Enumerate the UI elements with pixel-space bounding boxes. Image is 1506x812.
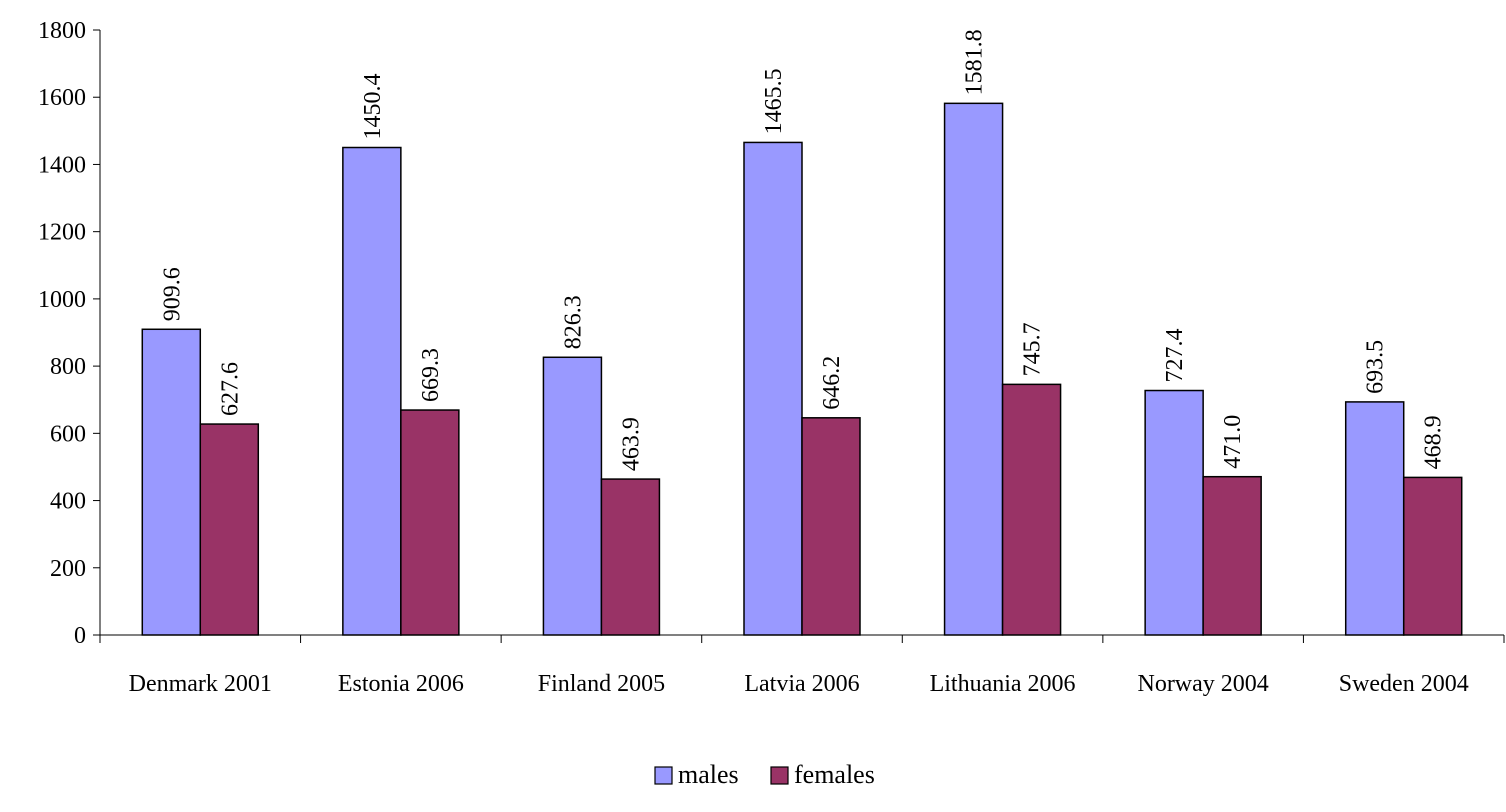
bar-females [1001,383,1062,636]
data-label-males: 1581.8 [962,29,988,95]
y-tick-label: 1200 [38,220,86,246]
x-tick-label: Estonia 2006 [338,671,464,697]
bar-males [943,102,1004,636]
bar-females [199,423,260,636]
axes: 0 200 400 600 800 1000 1200 1400 1600 1800 Denmark… [38,18,1505,697]
data-label-males: 1465.5 [761,68,787,134]
bars [141,102,1463,636]
bar-males [141,328,202,636]
legend-swatch-females [770,766,789,785]
y-tick-label: 1600 [38,85,86,111]
bar-males [1144,389,1204,636]
data-labels: 909.6 627.6 1450.4 669.3 826.3 463.9 1465.5 646… [159,29,1446,471]
legend-label-females: females [794,760,875,789]
y-tick-label: 1800 [38,18,86,44]
x-tick-label: Norway 2004 [1137,671,1268,697]
data-label-males: 1450.4 [360,74,386,140]
y-tick-label: 1000 [38,287,86,313]
data-label-females: 669.3 [418,348,444,402]
bar-females [1402,476,1463,636]
legend-swatch-males [654,766,673,785]
bar-females [600,478,661,636]
bar-males [342,146,402,636]
data-label-females: 745.7 [1020,322,1046,376]
y-tick-label: 200 [50,556,86,582]
y-tick-label: 1400 [38,152,86,178]
data-label-males: 826.3 [560,295,586,349]
bar-males [542,356,603,636]
x-tick-label: Denmark 2001 [129,671,272,697]
data-label-females: 646.2 [819,356,845,410]
y-tick-label: 0 [74,623,86,649]
data-label-males: 727.4 [1162,329,1188,383]
bar-males [743,141,803,636]
legend-label-males: males [678,760,739,789]
y-tick-label: 600 [50,421,86,447]
x-tick-label: Sweden 2004 [1339,671,1469,697]
data-label-males: 693.5 [1363,340,1389,394]
y-tick-label: 400 [50,489,86,515]
data-label-females: 471.0 [1220,415,1246,469]
bar-females [1202,475,1262,636]
x-tick-label: Latvia 2006 [744,671,859,697]
data-label-females: 463.9 [618,417,644,471]
bar-females [801,417,861,636]
bar-males [1344,401,1405,636]
legend: males females [654,760,875,789]
data-label-females: 627.6 [217,362,243,416]
bar-females [400,409,460,636]
data-label-males: 909.6 [159,267,185,321]
data-label-females: 468.9 [1421,415,1447,469]
x-tick-label: Lithuania 2006 [930,671,1076,697]
y-tick-label: 800 [50,354,86,380]
x-tick-label: Finland 2005 [538,671,665,697]
